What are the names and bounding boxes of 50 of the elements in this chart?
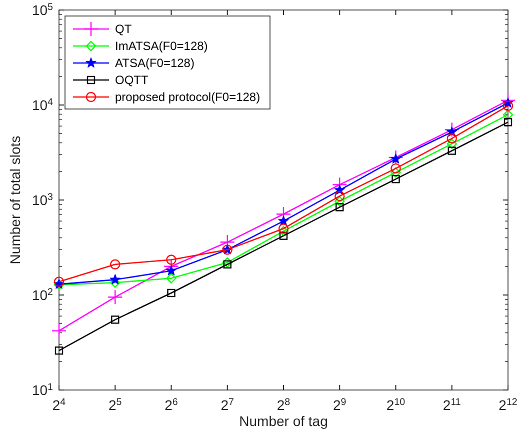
point: [51, 323, 67, 338]
x-tick-label: 2$^{12}$: [498, 396, 518, 413]
point: [110, 274, 120, 284]
point: [222, 257, 232, 268]
point: [334, 196, 345, 206]
point: [54, 346, 64, 355]
point: [223, 260, 232, 268]
point: [390, 153, 402, 164]
x-tick-label: 2$^{9}$: [333, 396, 346, 413]
point: [166, 254, 176, 265]
point: [167, 288, 176, 298]
y-axis-title: Number of total slots: [7, 136, 23, 264]
legend-label: proposed protocol(F0=128): [115, 90, 260, 104]
x-tick-label: 2$^{10}$: [386, 396, 406, 413]
point: [278, 226, 289, 236]
x-axis-title: Number of tag: [239, 413, 328, 429]
point: [504, 118, 512, 126]
point: [390, 167, 401, 178]
point: [500, 92, 516, 108]
point: [108, 290, 123, 305]
y-tick-label: 10$^{3}$: [32, 192, 54, 208]
x-tick-label: 2$^{7}$: [220, 396, 234, 413]
point: [334, 190, 345, 202]
legend-label: ATSA(F0=128): [115, 56, 194, 70]
legend-label: QT: [115, 22, 132, 36]
y-tick-label: 10$^{4}$: [32, 96, 54, 113]
legend-label: ImATSA(F0=128): [115, 39, 208, 53]
point: [502, 100, 514, 111]
legend-label: OQTT: [115, 73, 149, 87]
y-tick-label: 10$^{5}$: [32, 2, 54, 18]
x-tick-label: 2$^{8}$: [276, 396, 291, 413]
point: [278, 224, 289, 234]
point: [392, 174, 400, 184]
point: [336, 203, 344, 212]
x-tick-label: 2$^{4}$: [52, 396, 66, 413]
point: [390, 163, 401, 174]
x-tick-label: 2$^{6}$: [164, 396, 178, 413]
point: [111, 316, 120, 324]
point: [502, 110, 514, 120]
y-tick-label: 10$^{1}$: [32, 382, 53, 398]
point: [448, 146, 456, 155]
y-tick-label: 10$^{2}$: [32, 286, 53, 303]
point: [166, 265, 177, 276]
point: [446, 133, 457, 144]
point: [446, 138, 457, 149]
point: [166, 273, 176, 284]
point: [279, 232, 288, 240]
x-tick-label: 2$^{11}$: [442, 396, 461, 413]
point: [110, 259, 120, 270]
x-tick-label: 2$^{5}$: [108, 396, 122, 413]
